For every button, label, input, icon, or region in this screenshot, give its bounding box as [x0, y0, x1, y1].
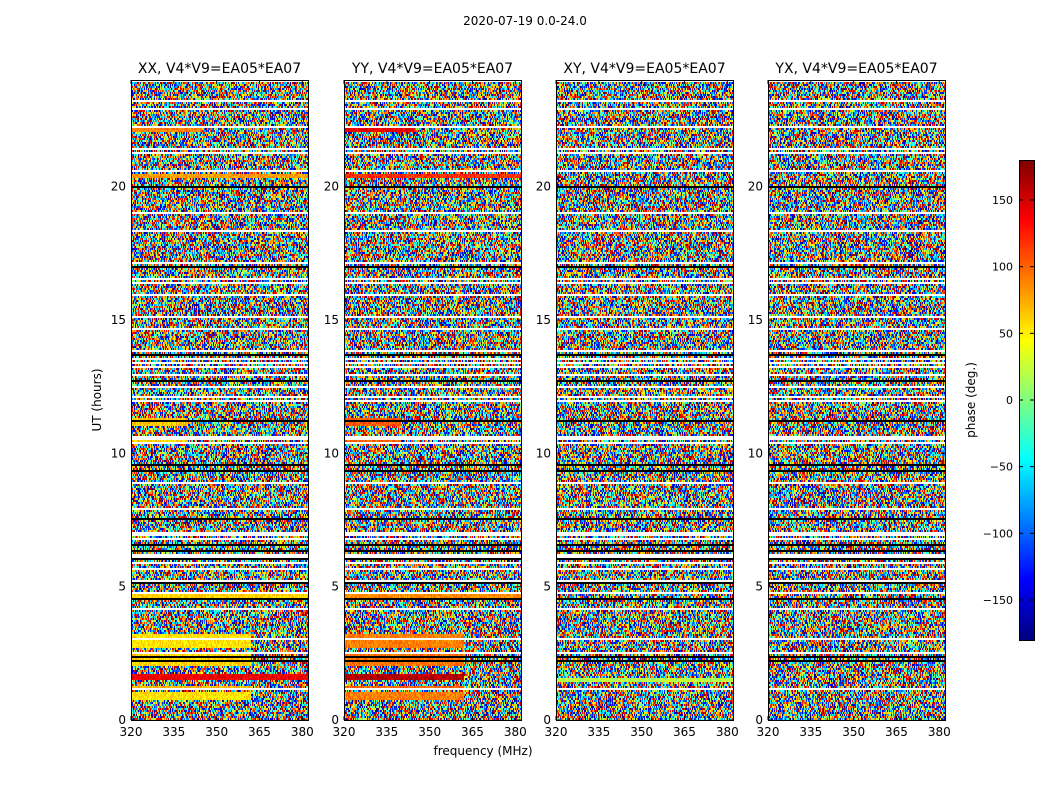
x-tick-label: 320 — [333, 725, 356, 739]
x-tick-label: 350 — [630, 725, 653, 739]
heatmap-xy — [556, 80, 733, 720]
y-tick-label: 5 — [118, 580, 126, 594]
panel-frame — [344, 80, 522, 721]
x-tick-label: 365 — [461, 725, 484, 739]
x-tick-label: 365 — [248, 725, 271, 739]
colorbar-tick-label: −100 — [983, 527, 1013, 540]
heatmap-xx — [131, 80, 308, 720]
x-tick-label: 365 — [885, 725, 908, 739]
panel-frame — [131, 80, 309, 721]
y-tick-label: 20 — [111, 180, 126, 194]
y-tick-label: 10 — [111, 446, 126, 460]
y-tick-label: 0 — [331, 713, 339, 727]
colorbar-tick-label: 0 — [1006, 394, 1013, 407]
x-tick-label: 335 — [587, 725, 610, 739]
y-tick-label: 15 — [748, 313, 763, 327]
colorbar-tick-label: −150 — [983, 594, 1013, 607]
x-tick-label: 320 — [120, 725, 143, 739]
x-tick-label: 350 — [205, 725, 228, 739]
heatmap-yx — [768, 80, 945, 720]
panel-frame — [768, 80, 946, 721]
y-tick-label: 10 — [748, 446, 763, 460]
x-tick-label: 335 — [162, 725, 185, 739]
heatmap-yy — [344, 80, 521, 720]
y-tick-label: 0 — [118, 713, 126, 727]
colorbar-tick-label: 50 — [999, 327, 1013, 340]
x-tick-label: 380 — [504, 725, 527, 739]
y-tick-label: 20 — [536, 180, 551, 194]
x-tick-label: 335 — [375, 725, 398, 739]
y-axis-label: UT (hours) — [90, 368, 104, 431]
y-tick-label: 5 — [331, 580, 339, 594]
y-tick-label: 5 — [543, 580, 551, 594]
panel-title: YX, V4*V9=EA05*EA07 — [774, 61, 937, 77]
y-tick-label: 20 — [748, 180, 763, 194]
figure-title: 2020-07-19 0.0-24.0 — [463, 14, 587, 28]
colorbar-tick-label: 100 — [992, 261, 1013, 274]
panel-title: XX, V4*V9=EA05*EA07 — [138, 61, 301, 77]
colorbar-tick-label: 150 — [992, 194, 1013, 207]
y-tick-label: 15 — [536, 313, 551, 327]
y-tick-label: 10 — [536, 446, 551, 460]
x-tick-label: 335 — [799, 725, 822, 739]
panel-frame — [556, 80, 734, 721]
y-tick-label: 0 — [755, 713, 763, 727]
colorbar — [1019, 160, 1034, 640]
x-tick-label: 320 — [757, 725, 780, 739]
panel-title: XY, V4*V9=EA05*EA07 — [563, 61, 725, 77]
x-axis-label: frequency (MHz) — [433, 744, 532, 758]
y-tick-label: 0 — [543, 713, 551, 727]
x-tick-label: 380 — [928, 725, 951, 739]
x-tick-label: 365 — [673, 725, 696, 739]
y-tick-label: 15 — [324, 313, 339, 327]
x-tick-label: 380 — [291, 725, 314, 739]
y-tick-label: 10 — [324, 446, 339, 460]
colorbar-label: phase (deg.) — [964, 362, 978, 438]
y-tick-label: 5 — [755, 580, 763, 594]
x-tick-label: 350 — [842, 725, 865, 739]
y-tick-label: 15 — [111, 313, 126, 327]
x-tick-label: 350 — [418, 725, 441, 739]
panel-title: YY, V4*V9=EA05*EA07 — [351, 61, 513, 77]
x-tick-label: 380 — [716, 725, 739, 739]
x-tick-label: 320 — [545, 725, 568, 739]
colorbar-tick-label: −50 — [990, 461, 1013, 474]
y-tick-label: 20 — [324, 180, 339, 194]
